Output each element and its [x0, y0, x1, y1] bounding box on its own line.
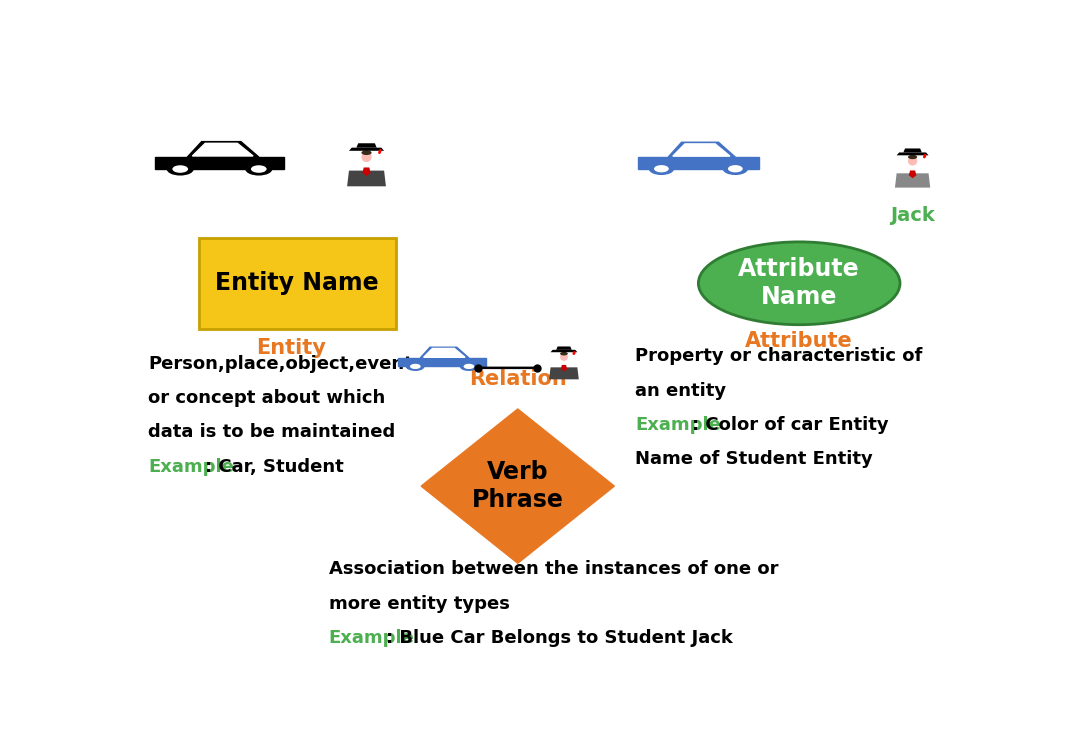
Polygon shape — [896, 152, 929, 155]
Text: more entity types: more entity types — [328, 594, 509, 613]
Text: Property or characteristic of: Property or characteristic of — [635, 347, 922, 365]
Polygon shape — [424, 349, 465, 358]
Polygon shape — [903, 148, 921, 152]
Polygon shape — [560, 365, 567, 372]
Ellipse shape — [560, 352, 568, 355]
Ellipse shape — [361, 152, 372, 162]
Polygon shape — [188, 142, 259, 157]
Ellipse shape — [723, 162, 748, 175]
Text: Attribute
Name: Attribute Name — [738, 257, 860, 309]
Polygon shape — [907, 170, 918, 174]
Polygon shape — [895, 174, 930, 188]
Text: Attribute: Attribute — [746, 331, 853, 351]
Text: Name of Student Entity: Name of Student Entity — [635, 450, 873, 468]
Polygon shape — [398, 358, 486, 367]
Ellipse shape — [560, 353, 568, 361]
Polygon shape — [155, 157, 284, 169]
Text: Association between the instances of one or: Association between the instances of one… — [328, 560, 778, 579]
Text: Example: Example — [328, 629, 414, 647]
Text: Person,place,object,event: Person,place,object,event — [149, 355, 413, 372]
Polygon shape — [192, 143, 253, 156]
Polygon shape — [357, 143, 377, 148]
Ellipse shape — [908, 157, 917, 165]
Text: Verb
Phrase: Verb Phrase — [472, 460, 564, 512]
Ellipse shape — [728, 165, 743, 172]
Ellipse shape — [698, 242, 900, 325]
Text: Relation: Relation — [469, 369, 567, 389]
Ellipse shape — [908, 155, 917, 160]
Polygon shape — [637, 157, 759, 168]
Ellipse shape — [406, 362, 425, 371]
Text: Entity Name: Entity Name — [216, 272, 379, 295]
Text: Entity: Entity — [256, 338, 326, 358]
Ellipse shape — [648, 162, 674, 175]
Polygon shape — [349, 148, 384, 151]
Text: : Car, Student: : Car, Student — [205, 458, 344, 476]
Ellipse shape — [361, 151, 372, 155]
Polygon shape — [559, 364, 568, 367]
Ellipse shape — [250, 165, 267, 173]
Ellipse shape — [410, 364, 421, 369]
FancyBboxPatch shape — [198, 237, 396, 329]
Polygon shape — [347, 171, 386, 186]
Text: an entity: an entity — [635, 381, 726, 399]
Polygon shape — [550, 367, 579, 379]
Text: or concept about which: or concept about which — [149, 389, 385, 407]
Text: Example: Example — [149, 458, 234, 476]
Polygon shape — [421, 409, 615, 563]
Text: Example: Example — [635, 416, 721, 434]
Text: : Blue Car Belongs to Student Jack: : Blue Car Belongs to Student Jack — [386, 629, 733, 647]
Ellipse shape — [172, 165, 189, 173]
Text: Jack: Jack — [890, 206, 935, 225]
Text: : Color of car Entity: : Color of car Entity — [693, 416, 889, 434]
Polygon shape — [673, 144, 730, 156]
Polygon shape — [362, 168, 371, 176]
Polygon shape — [668, 142, 735, 157]
Polygon shape — [551, 349, 578, 352]
Ellipse shape — [245, 162, 272, 176]
Polygon shape — [908, 171, 916, 178]
Polygon shape — [556, 347, 571, 349]
Ellipse shape — [464, 364, 475, 369]
Ellipse shape — [654, 165, 669, 172]
Text: data is to be maintained: data is to be maintained — [149, 423, 396, 441]
Ellipse shape — [460, 362, 478, 371]
Polygon shape — [361, 167, 372, 171]
Polygon shape — [421, 347, 469, 358]
Ellipse shape — [167, 162, 194, 176]
